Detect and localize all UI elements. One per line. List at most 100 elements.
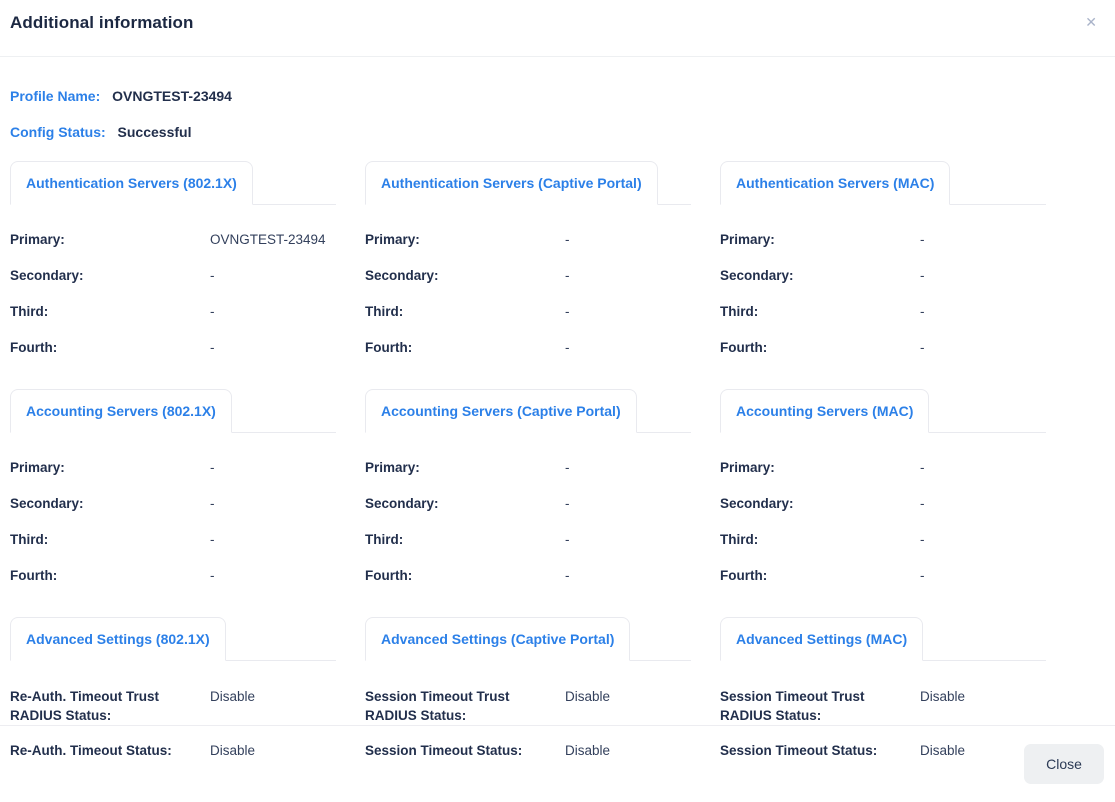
field-value: - bbox=[920, 460, 925, 475]
field-row: Primary: - bbox=[10, 459, 336, 476]
field-value: - bbox=[565, 340, 570, 355]
field-label: Third: bbox=[10, 532, 49, 547]
field-label: Third: bbox=[720, 532, 759, 547]
field-label: Fourth: bbox=[365, 568, 413, 583]
field-row: Fourth: - bbox=[10, 567, 336, 584]
field-value: - bbox=[210, 568, 215, 583]
field-value: - bbox=[210, 268, 215, 283]
field-label: Re-Auth. Timeout Trust RADIUS Status: bbox=[10, 689, 160, 723]
field-label: Fourth: bbox=[10, 340, 58, 355]
field-value: - bbox=[565, 460, 570, 475]
panel-acct-captive-portal: Accounting Servers (Captive Portal) Prim… bbox=[365, 389, 691, 603]
tabbar: Authentication Servers (Captive Portal) bbox=[365, 161, 691, 205]
tab-adv-captive-portal[interactable]: Advanced Settings (Captive Portal) bbox=[365, 617, 631, 661]
config-status-value: Successful bbox=[117, 124, 192, 140]
panel-adv-captive-portal: Advanced Settings (Captive Portal) Sessi… bbox=[365, 617, 691, 776]
field-value: - bbox=[920, 532, 925, 547]
tabbar: Authentication Servers (MAC) bbox=[720, 161, 1046, 205]
tabbar: Accounting Servers (802.1X) bbox=[10, 389, 336, 433]
panel-adv-mac: Advanced Settings (MAC) Session Timeout … bbox=[720, 617, 1046, 776]
field-label: Re-Auth. Timeout Status: bbox=[10, 743, 172, 758]
field-label: Secondary: bbox=[720, 496, 794, 511]
field-row: Secondary: - bbox=[720, 267, 1046, 284]
field-row: Secondary: - bbox=[720, 495, 1046, 512]
field-label: Secondary: bbox=[10, 268, 84, 283]
close-button[interactable]: Close bbox=[1024, 744, 1104, 784]
field-row: Fourth: - bbox=[720, 339, 1046, 356]
close-icon[interactable]: ✕ bbox=[1085, 14, 1097, 30]
field-label: Primary: bbox=[10, 460, 65, 475]
field-value: OVNGTEST-23494 bbox=[210, 232, 326, 247]
field-value: Disable bbox=[920, 689, 966, 704]
field-rows: Primary: - Secondary: - Third: - Fourth:… bbox=[720, 205, 1046, 356]
field-row: Fourth: - bbox=[720, 567, 1046, 584]
tab-adv-mac[interactable]: Advanced Settings (MAC) bbox=[720, 617, 924, 661]
tabbar: Advanced Settings (Captive Portal) bbox=[365, 617, 691, 661]
tab-acct-8021x[interactable]: Accounting Servers (802.1X) bbox=[10, 389, 232, 433]
tabbar: Authentication Servers (802.1X) bbox=[10, 161, 336, 205]
field-value: - bbox=[565, 304, 570, 319]
field-value: - bbox=[565, 568, 570, 583]
panel-acct-mac: Accounting Servers (MAC) Primary: - Seco… bbox=[720, 389, 1046, 603]
field-label: Primary: bbox=[10, 232, 65, 247]
tabbar: Advanced Settings (802.1X) bbox=[10, 617, 336, 661]
field-row: Session Timeout Status: Disable bbox=[365, 741, 691, 760]
tab-auth-mac[interactable]: Authentication Servers (MAC) bbox=[720, 161, 951, 205]
field-row: Session Timeout Status: Disable bbox=[720, 741, 1046, 760]
tab-adv-8021x[interactable]: Advanced Settings (802.1X) bbox=[10, 617, 226, 661]
field-value: - bbox=[565, 532, 570, 547]
field-value: Disable bbox=[920, 743, 966, 758]
page-title: Additional information bbox=[10, 13, 194, 32]
field-value: Disable bbox=[210, 689, 256, 704]
tab-acct-mac[interactable]: Accounting Servers (MAC) bbox=[720, 389, 930, 433]
field-row: Session Timeout Trust RADIUS Status: Dis… bbox=[365, 687, 691, 725]
field-value: - bbox=[920, 268, 925, 283]
field-row: Secondary: - bbox=[10, 267, 336, 284]
field-value: - bbox=[210, 496, 215, 511]
profile-name-row: Profile Name: OVNGTEST-23494 bbox=[10, 89, 1115, 104]
field-value: - bbox=[920, 232, 925, 247]
field-rows: Primary: - Secondary: - Third: - Fourth:… bbox=[720, 433, 1046, 584]
field-value: Disable bbox=[565, 743, 611, 758]
modal-header: Additional information ✕ bbox=[0, 0, 1115, 57]
tabbar: Accounting Servers (MAC) bbox=[720, 389, 1046, 433]
config-status-label: Config Status: bbox=[10, 124, 106, 140]
field-label: Fourth: bbox=[720, 340, 768, 355]
field-row: Primary: - bbox=[365, 231, 691, 248]
field-value: - bbox=[565, 268, 570, 283]
field-row: Third: - bbox=[365, 303, 691, 320]
tab-auth-8021x[interactable]: Authentication Servers (802.1X) bbox=[10, 161, 253, 205]
tab-acct-captive-portal[interactable]: Accounting Servers (Captive Portal) bbox=[365, 389, 637, 433]
field-value: - bbox=[920, 340, 925, 355]
field-row: Fourth: - bbox=[365, 567, 691, 584]
panel-auth-mac: Authentication Servers (MAC) Primary: - … bbox=[720, 161, 1046, 375]
field-row: Secondary: - bbox=[365, 267, 691, 284]
field-row: Secondary: - bbox=[10, 495, 336, 512]
field-rows: Primary: - Secondary: - Third: - Fourth:… bbox=[365, 205, 691, 356]
field-row: Third: - bbox=[720, 531, 1046, 548]
field-label: Primary: bbox=[365, 232, 420, 247]
section-accounting-servers: Accounting Servers (802.1X) Primary: - S… bbox=[0, 389, 1115, 603]
field-row: Primary: OVNGTEST-23494 bbox=[10, 231, 336, 248]
tab-auth-captive-portal[interactable]: Authentication Servers (Captive Portal) bbox=[365, 161, 658, 205]
field-value: - bbox=[210, 532, 215, 547]
field-label: Secondary: bbox=[720, 268, 794, 283]
field-row: Fourth: - bbox=[10, 339, 336, 356]
field-rows: Primary: OVNGTEST-23494 Secondary: - Thi… bbox=[10, 205, 336, 356]
field-label: Third: bbox=[365, 532, 404, 547]
field-value: - bbox=[210, 340, 215, 355]
field-row: Re-Auth. Timeout Trust RADIUS Status: Di… bbox=[10, 687, 336, 725]
field-label: Session Timeout Status: bbox=[720, 743, 878, 758]
field-rows: Session Timeout Trust RADIUS Status: Dis… bbox=[720, 661, 1046, 760]
field-label: Third: bbox=[365, 304, 404, 319]
field-value: - bbox=[210, 304, 215, 319]
config-status-row: Config Status: Successful bbox=[10, 125, 1115, 140]
field-label: Fourth: bbox=[365, 340, 413, 355]
field-label: Primary: bbox=[720, 232, 775, 247]
field-label: Primary: bbox=[365, 460, 420, 475]
field-row: Secondary: - bbox=[365, 495, 691, 512]
field-row: Third: - bbox=[365, 531, 691, 548]
section-advanced-settings: Advanced Settings (802.1X) Re-Auth. Time… bbox=[0, 617, 1115, 776]
field-value: - bbox=[920, 304, 925, 319]
field-label: Session Timeout Trust RADIUS Status: bbox=[365, 689, 510, 723]
